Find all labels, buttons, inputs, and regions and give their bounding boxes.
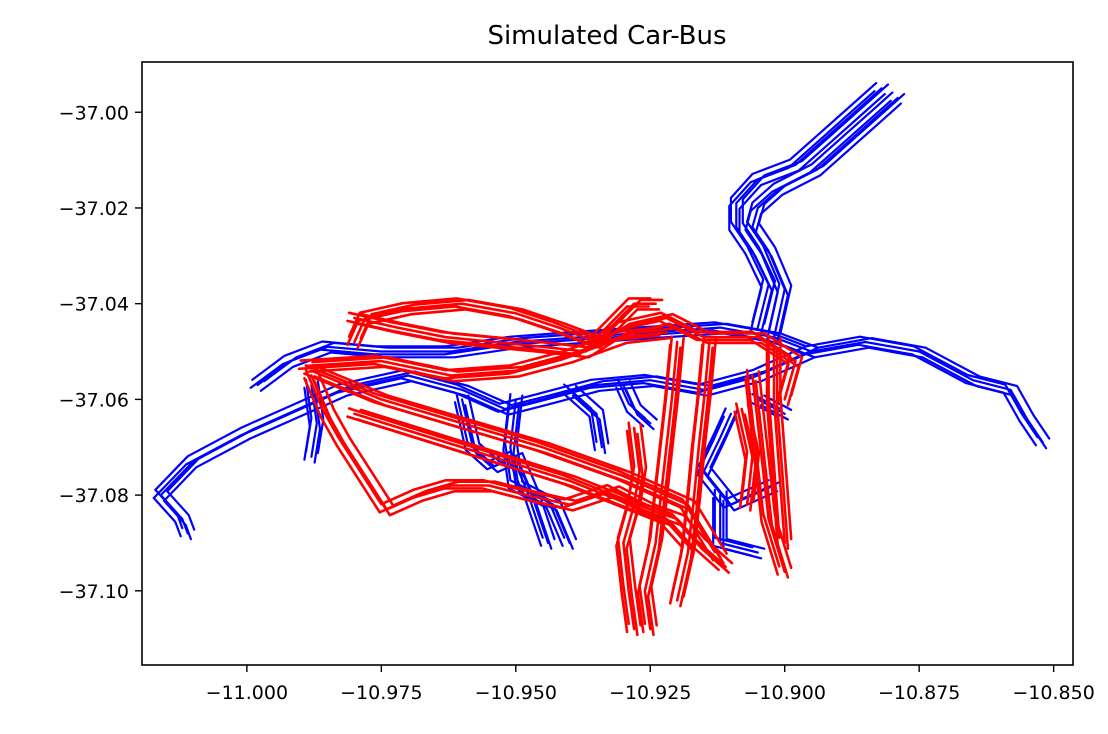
series-line — [746, 403, 761, 503]
series-line — [779, 336, 793, 541]
series-line — [346, 319, 790, 404]
series-line — [668, 343, 704, 605]
series-line — [563, 383, 598, 444]
series-line — [775, 346, 790, 551]
series-line — [682, 336, 718, 598]
series-line — [625, 432, 645, 637]
series-line — [346, 415, 683, 548]
x-tick-label: −10.950 — [475, 682, 557, 704]
series-line — [571, 394, 607, 455]
x-tick-label: −10.875 — [878, 682, 960, 704]
series-line — [728, 90, 876, 332]
series-line — [772, 340, 787, 545]
series-line — [616, 378, 647, 420]
plot-area — [152, 81, 1051, 637]
series-line — [359, 298, 664, 340]
series-line — [574, 384, 610, 445]
series-line — [643, 340, 679, 631]
series-line — [636, 343, 672, 634]
x-tick-label: −10.850 — [1012, 682, 1094, 704]
series-line — [729, 81, 878, 324]
series-line — [754, 102, 903, 344]
x-tick-label: −11.000 — [206, 682, 288, 704]
series-line — [303, 372, 715, 562]
series-line — [725, 490, 766, 550]
series-line — [615, 386, 645, 428]
series-line — [744, 99, 892, 342]
series-line — [515, 394, 578, 541]
series-line — [767, 335, 781, 540]
series-line — [163, 499, 192, 541]
y-tick-label: −37.06 — [59, 389, 129, 411]
series-line — [697, 407, 770, 501]
y-tick-label: −37.10 — [59, 581, 129, 603]
series-line — [152, 496, 182, 538]
y-tick-label: −37.02 — [59, 198, 129, 220]
series-line — [561, 391, 597, 452]
series-line — [713, 488, 754, 549]
series-line — [675, 340, 711, 602]
series-line — [347, 311, 792, 396]
series-line — [166, 490, 196, 531]
x-tick-label: −10.975 — [340, 682, 422, 704]
series-line — [733, 410, 747, 509]
series-line — [706, 418, 779, 512]
x-axis: −11.000 −10.975 −10.950 −10.925 −10.900 −10.8… — [206, 665, 1095, 704]
series-red — [297, 297, 804, 637]
series-line — [297, 333, 661, 380]
series-line — [628, 380, 658, 421]
y-tick-label: −37.00 — [59, 102, 129, 124]
x-tick-label: −10.900 — [744, 682, 826, 704]
series-line — [152, 343, 1038, 500]
chart-title: Simulated Car-Bus — [487, 21, 726, 51]
series-line — [154, 335, 1039, 491]
series-line — [738, 92, 886, 335]
series-line — [347, 297, 652, 339]
series-line — [316, 370, 734, 565]
y-tick-label: −37.04 — [59, 294, 129, 316]
series-line — [615, 429, 634, 634]
series-line — [512, 404, 574, 550]
series-line — [740, 407, 754, 507]
series-line — [502, 401, 564, 547]
series-line — [765, 343, 780, 548]
series-line — [303, 386, 311, 461]
series-line — [646, 346, 682, 637]
plot-frame — [141, 61, 1074, 666]
series-line — [757, 92, 906, 335]
series-line — [745, 91, 894, 333]
series-line — [359, 408, 696, 541]
series-line — [347, 407, 684, 540]
series-line — [751, 96, 899, 339]
series-line — [743, 413, 758, 512]
y-axis: −37.00 −37.02 −37.04 −37.06 −37.08 −37.10 — [59, 102, 142, 603]
series-line — [299, 325, 663, 372]
series-line — [251, 321, 808, 381]
series-line — [304, 364, 717, 554]
series-line — [751, 374, 787, 574]
series-line — [679, 346, 714, 608]
series-line — [625, 389, 655, 431]
series-line — [622, 426, 641, 631]
series-line — [757, 370, 793, 570]
y-tick-label: −37.08 — [59, 485, 129, 507]
x-tick-label: −10.925 — [609, 682, 691, 704]
